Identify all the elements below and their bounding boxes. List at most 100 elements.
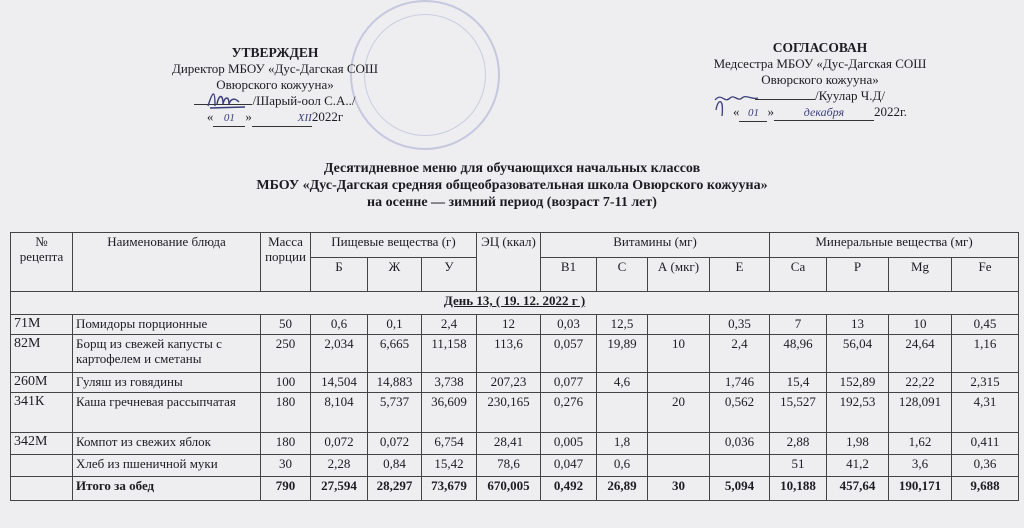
value-cell: 2,315 — [951, 372, 1020, 393]
value-cell: 19,89 — [596, 334, 648, 373]
director-signature — [207, 93, 246, 109]
header-vitamins: Витамины (мг) — [539, 232, 771, 258]
value-cell: 14,504 — [310, 372, 368, 393]
value-cell — [596, 392, 648, 433]
table-row: 260М Гуляш из говядины 100 14,504 14,883 3,73… — [10, 372, 1020, 393]
value-cell: 1,98 — [826, 432, 890, 455]
value-cell: 0,072 — [367, 432, 422, 455]
header-dish: Наименование блюда — [72, 232, 261, 292]
value-cell: 26,89 — [596, 476, 648, 501]
value-cell — [647, 454, 710, 477]
value-cell: 0,047 — [540, 454, 597, 477]
menu-table: № рецепта Наименование блюда Масса порци… — [9, 232, 1020, 501]
value-cell: 0,03 — [540, 314, 597, 335]
value-cell: 78,6 — [476, 454, 541, 477]
value-cell: 6,754 — [421, 432, 477, 455]
value-cell: 207,23 — [476, 372, 541, 393]
value-cell: 0,077 — [540, 372, 597, 393]
value-cell: 24,64 — [888, 334, 953, 373]
value-cell: 13 — [826, 314, 890, 335]
value-cell: 0,35 — [708, 314, 771, 335]
value-cell: 12 — [476, 314, 541, 335]
dish-cell: Компот из свежих яблок — [72, 432, 261, 455]
value-cell: 192,53 — [826, 392, 890, 433]
dish-cell: Каша гречневая рассыпчатая — [72, 392, 261, 433]
title-line3: на осенне — зимний период (возраст 7-11 … — [367, 195, 657, 210]
value-cell: 0,6 — [596, 454, 648, 477]
value-cell: 0,492 — [540, 476, 597, 501]
date-close: » — [245, 109, 252, 124]
table-row: 342М Компот из свежих яблок 180 0,072 0,072 6… — [10, 432, 1020, 455]
value-cell: 128,091 — [888, 392, 953, 433]
header-minerals: Минеральные вещества (мг) — [769, 232, 1020, 258]
table-row: 82М Борщ из свежей капусты с картофелем и… — [10, 334, 1020, 373]
value-cell: 10,188 — [769, 476, 828, 501]
nurse-signature — [714, 95, 759, 117]
value-cell: 2,4 — [421, 314, 477, 335]
header-mass: Масса порции — [260, 232, 311, 292]
value-cell: 9,688 — [951, 476, 1020, 501]
value-cell: 5,737 — [367, 392, 422, 433]
agreed-date-month: декабря — [773, 104, 874, 121]
recipe-cell: 341К — [10, 392, 73, 433]
value-cell: 6,665 — [367, 334, 422, 373]
subheader-cell: C — [596, 257, 648, 292]
value-cell: 28,297 — [367, 476, 422, 501]
recipe-cell: 71М — [10, 314, 73, 335]
approved-line1: Директор МБОУ «Дус-Дагская СОШ — [171, 61, 379, 76]
dish-cell: Борщ из свежей капусты с картофелем и см… — [72, 334, 261, 373]
value-cell: 1,746 — [708, 372, 771, 393]
value-cell: 22,22 — [888, 372, 953, 393]
value-cell: 0,411 — [951, 432, 1020, 455]
header-recipe: № рецепта — [10, 232, 73, 292]
approved-title: УТВЕРЖДЕН — [231, 45, 319, 60]
recipe-cell: 260М — [10, 372, 73, 393]
date-close: » — [767, 104, 774, 119]
header-nutrients: Пищевые вещества (г) — [310, 232, 477, 258]
value-cell: 28,41 — [476, 432, 541, 455]
value-cell: 51 — [769, 454, 828, 477]
value-cell: 10 — [888, 314, 953, 335]
value-cell: 2,28 — [310, 454, 368, 477]
agreed-line2: Овюрского кожууна» — [761, 72, 879, 87]
agreed-title: СОГЛАСОВАН — [772, 40, 868, 55]
value-cell: 3,6 — [888, 454, 953, 477]
value-cell: 0,276 — [540, 392, 597, 433]
value-cell: 0,36 — [951, 454, 1020, 477]
title-line2: МБОУ «Дус-Дагская средняя общеобразовате… — [256, 178, 768, 193]
value-cell: 15,527 — [769, 392, 828, 433]
dish-cell: Гуляш из говядины — [72, 372, 261, 393]
subheader-cell: У — [421, 257, 477, 292]
total-row: Итого за обед 790 27,594 28,297 73,679 670,00… — [10, 476, 1020, 501]
header-energy: ЭЦ (ккал) — [476, 232, 541, 292]
value-cell: 15,4 — [769, 372, 828, 393]
document-title: Десятидневное меню для обучающихся начал… — [0, 160, 1024, 211]
agreed-date-year: 2022г. — [873, 104, 908, 119]
value-cell — [647, 432, 710, 455]
dish-cell: Итого за обед — [72, 476, 261, 501]
agreed-block: СОГЛАСОВАН Медсестра МБОУ «Дус-Дагская С… — [690, 40, 950, 122]
agreed-sign: /Куулар Ч.Д/ — [815, 88, 885, 103]
value-cell: 2,88 — [769, 432, 828, 455]
table-row: 71М Помидоры порционные 50 0,6 0,1 2,4 12 0,03 1… — [10, 314, 1020, 335]
value-cell: 0,072 — [310, 432, 368, 455]
value-cell: 0,84 — [367, 454, 422, 477]
value-cell: 0,057 — [540, 334, 597, 373]
value-cell — [708, 454, 771, 477]
value-cell: 5,094 — [708, 476, 771, 501]
value-cell: 56,04 — [826, 334, 890, 373]
value-cell: 180 — [260, 432, 311, 455]
approved-date-year: 2022г — [311, 109, 344, 124]
value-cell: 14,883 — [367, 372, 422, 393]
value-cell: 180 — [260, 392, 311, 433]
dish-cell: Помидоры порционные — [72, 314, 261, 335]
approved-date-month: XII — [251, 110, 312, 127]
subheader-cell: Ca — [769, 257, 828, 292]
subheader-cell: Fe — [951, 257, 1020, 292]
value-cell: 0,6 — [310, 314, 368, 335]
title-line1: Десятидневное меню для обучающихся начал… — [323, 161, 701, 176]
value-cell: 3,738 — [421, 372, 477, 393]
subheader-cell: B1 — [540, 257, 597, 292]
subheader-cell: P — [826, 257, 890, 292]
value-cell: 1,8 — [596, 432, 648, 455]
